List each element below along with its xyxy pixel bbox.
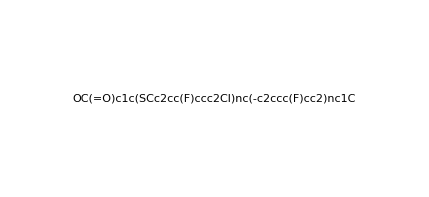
Text: OC(=O)c1c(SCc2cc(F)ccc2Cl)nc(-c2ccc(F)cc2)nc1C: OC(=O)c1c(SCc2cc(F)ccc2Cl)nc(-c2ccc(F)cc… [73,94,356,103]
